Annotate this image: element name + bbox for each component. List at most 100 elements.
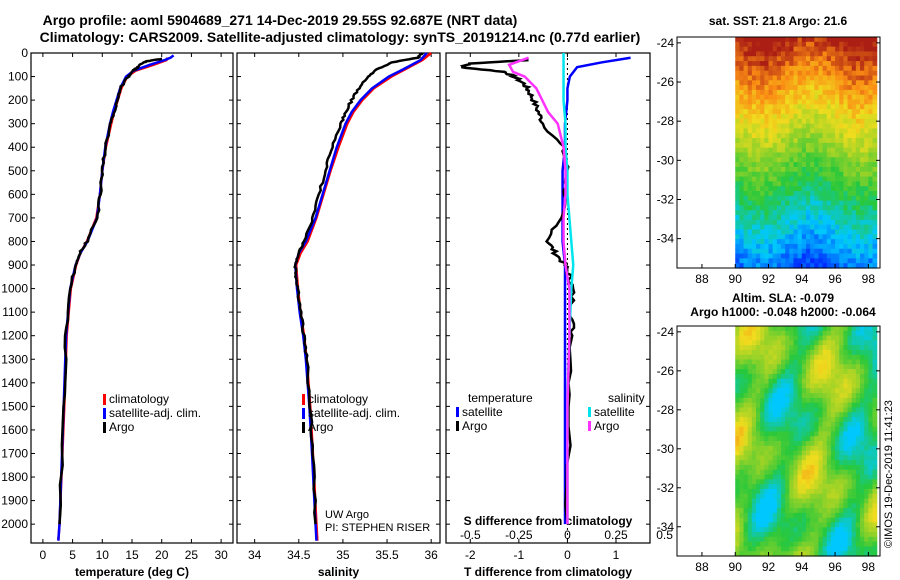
map-cell: [810, 532, 815, 538]
map-cell: [785, 340, 790, 346]
map-cell: [743, 41, 749, 48]
map-cell: [864, 142, 869, 149]
map-cell: [810, 464, 815, 471]
map-cell: [789, 349, 795, 356]
map-cell: [760, 431, 765, 437]
map-cell: [785, 373, 790, 380]
map-cell: [868, 407, 874, 413]
map-cell: [801, 215, 807, 221]
map-cell: [776, 397, 782, 404]
map-cell: [830, 229, 836, 235]
map-cell: [751, 426, 757, 433]
map-cell: [847, 508, 853, 514]
map-cell: [793, 234, 799, 240]
map-cell: [830, 41, 836, 48]
map-cell: [818, 532, 824, 538]
map-cell: [801, 80, 807, 86]
map-cell: [797, 210, 803, 216]
map-cell: [860, 512, 865, 519]
map-cell: [739, 157, 745, 163]
map-cell: [860, 176, 865, 182]
map-cell: [843, 248, 849, 255]
map-cell: [780, 253, 786, 259]
map-cell: [756, 56, 761, 62]
map-cell: [822, 436, 828, 442]
map-cell: [789, 123, 795, 130]
map-cell: [756, 421, 761, 428]
map-cell: [810, 498, 815, 504]
map-cell: [772, 219, 778, 226]
map-cell: [839, 75, 844, 81]
map-cell: [756, 417, 761, 423]
map-cell: [843, 364, 849, 370]
map-cell: [872, 215, 878, 221]
map-cell: [805, 426, 811, 433]
map-cell: [789, 354, 795, 361]
map-cell: [851, 162, 857, 168]
map-cell: [805, 359, 811, 365]
map-cell: [793, 378, 799, 385]
map-cell: [805, 469, 811, 476]
map-cell: [872, 258, 878, 264]
map-cell: [855, 157, 861, 163]
map-cell: [735, 354, 740, 361]
map-cell: [747, 388, 753, 394]
map-cell: [843, 441, 849, 447]
map-cell: [751, 46, 757, 53]
map-cell: [864, 335, 869, 341]
map-cell: [864, 109, 869, 115]
map-cell: [810, 517, 815, 524]
map-cell: [751, 162, 757, 168]
map-cell: [855, 527, 861, 533]
x-tick-label: -1: [514, 548, 525, 562]
map-cell: [839, 234, 844, 240]
map-cell: [805, 210, 811, 216]
map-cell: [818, 326, 824, 332]
map-cell: [868, 527, 874, 533]
map-cell: [789, 383, 795, 389]
map-cell: [801, 345, 807, 351]
map-cell: [822, 186, 828, 192]
map-cell: [822, 109, 828, 115]
map-cell: [756, 369, 761, 375]
map-cell: [872, 239, 878, 245]
map-cell: [751, 224, 757, 231]
map-cell: [797, 166, 803, 173]
map-cell: [822, 383, 828, 389]
map-cell: [810, 508, 815, 514]
map-cell: [793, 498, 799, 504]
map-cell: [793, 75, 799, 81]
map-cell: [756, 388, 761, 394]
map-cell: [855, 181, 861, 187]
map-cell: [764, 114, 770, 120]
map-cell: [801, 532, 807, 538]
map-cell: [826, 80, 832, 86]
map-cell: [793, 41, 799, 48]
map-cell: [764, 162, 770, 168]
map-cell: [864, 138, 869, 144]
map-cell: [797, 181, 803, 187]
map-cell: [797, 147, 803, 154]
map-cell: [735, 450, 740, 456]
map-cell: [747, 460, 753, 466]
map-cell: [835, 546, 840, 552]
map-cell: [830, 70, 836, 77]
map-cell: [797, 460, 803, 466]
legend-label: satellite-adj. clim.: [308, 406, 400, 420]
map-cell: [864, 56, 869, 62]
map-cell: [810, 460, 815, 466]
map-cell: [835, 229, 840, 235]
y-tick-label: 1000: [1, 282, 28, 296]
map-cell: [801, 541, 807, 548]
map-cell: [785, 330, 790, 337]
map-cell: [826, 104, 832, 110]
map-cell: [747, 70, 753, 77]
map-cell: [822, 253, 828, 259]
map-cell: [776, 349, 782, 356]
legend-label: Argo: [109, 420, 135, 434]
map-cell: [739, 104, 745, 110]
map-cell: [768, 123, 774, 130]
map-cell: [747, 450, 753, 456]
map-cell: [789, 114, 795, 120]
map-cell: [764, 142, 770, 149]
